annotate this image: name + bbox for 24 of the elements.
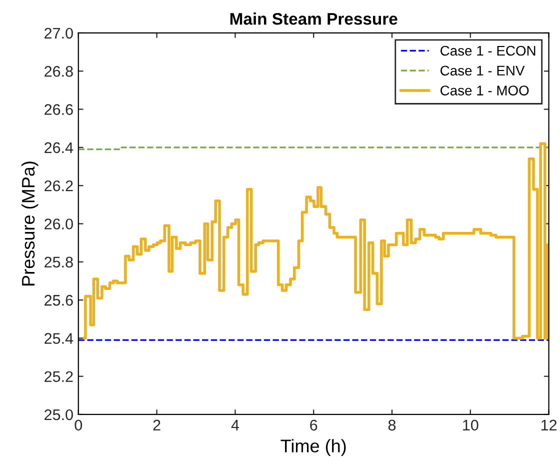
legend-label: Case 1 - MOO [440, 86, 529, 96]
y-axis-title: Pressure (MPa) [21, 162, 38, 286]
x-tick-label: 10 [463, 420, 478, 431]
x-tick-label: 4 [231, 420, 239, 430]
y-tick-label: 27.0 [44, 28, 73, 39]
y-tick-label: 26.6 [44, 104, 73, 115]
chart-title: Main Steam Pressure [230, 12, 398, 25]
legend-label: Case 1 - ENV [440, 66, 525, 76]
y-tick-label: 26.2 [44, 180, 73, 192]
y-tick-label: 25.2 [44, 371, 73, 382]
y-tick-label: 26.0 [44, 218, 73, 230]
x-tick-label: 12 [541, 420, 557, 430]
legend-label: Case 1 - ECON [440, 46, 536, 56]
y-tick-label: 25.8 [44, 256, 73, 268]
x-tick-label: 2 [153, 420, 160, 430]
x-tick-label: 0 [74, 420, 82, 431]
y-tick-label: 25.0 [44, 409, 73, 420]
y-tick-label: 26.8 [44, 66, 73, 77]
x-axis-title: Time (h) [280, 439, 346, 456]
y-tick-label: 26.4 [44, 142, 74, 154]
x-tick-label: 8 [388, 420, 396, 431]
y-tick-label: 25.6 [44, 294, 73, 306]
x-tick-label: 6 [310, 420, 318, 431]
y-tick-label: 25.4 [44, 333, 74, 344]
